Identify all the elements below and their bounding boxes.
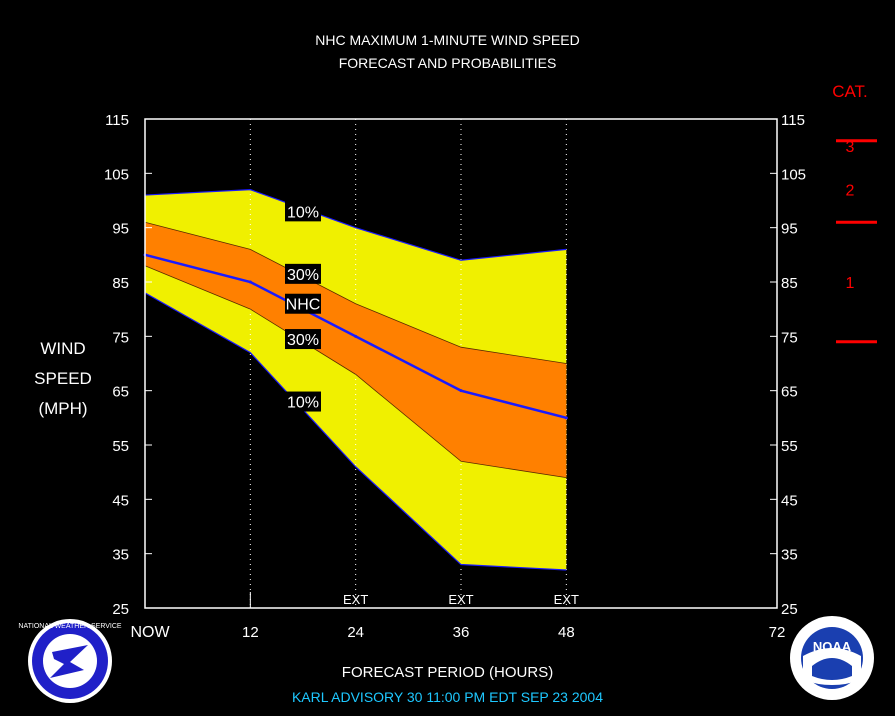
category-title: CAT. <box>832 82 868 101</box>
band-label: 10% <box>287 395 319 412</box>
y-tick-label-left: 115 <box>105 112 129 129</box>
y-axis-label-line-3: (MPH) <box>38 399 88 418</box>
nhc-forecast-point <box>459 389 463 393</box>
band-label: 30% <box>287 267 319 284</box>
y-tick-label-left: 75 <box>112 329 129 346</box>
inner-upper-edge <box>144 221 567 364</box>
y-tick-label-left: 85 <box>112 275 129 292</box>
band-label: 30% <box>287 332 319 349</box>
x-tick-label: 24 <box>347 624 364 641</box>
y-tick-label-right: 75 <box>781 329 798 346</box>
y-tick-label-right: 55 <box>781 438 798 455</box>
band-label: 10% <box>287 204 319 221</box>
x-tick-label: 36 <box>453 624 470 641</box>
category-label: 2 <box>846 183 855 200</box>
nhc-forecast-point <box>564 416 568 420</box>
nhc-forecast-point <box>248 280 252 284</box>
plot-frame <box>144 118 778 609</box>
y-tick-label-right: 115 <box>781 112 805 129</box>
band-label-box <box>285 293 321 314</box>
category-label: 3 <box>846 139 855 156</box>
x-tick-label: NOW <box>130 624 170 641</box>
y-axis-label-line-1: WIND <box>40 339 86 358</box>
inner-lower-edge <box>144 265 567 478</box>
band-label: NHC <box>286 297 321 314</box>
extended-forecast-label: EXT <box>448 592 473 607</box>
band-label-box <box>285 329 321 350</box>
y-tick-label-right: 25 <box>781 601 798 618</box>
band-label-box <box>285 391 321 412</box>
band-label-box <box>285 263 321 284</box>
band-label-box <box>285 201 321 222</box>
y-tick-label-left: 55 <box>112 438 129 455</box>
y-tick-label-left: 25 <box>112 601 129 618</box>
y-tick-label-left: 45 <box>112 492 129 509</box>
y-tick-label-right: 95 <box>781 221 798 238</box>
chart-title-line-1: NHC MAXIMUM 1-MINUTE WIND SPEED <box>315 32 580 48</box>
extended-forecast-label: EXT <box>343 592 368 607</box>
y-tick-label-left: 35 <box>112 547 129 564</box>
chart-title-line-2: FORECAST AND PROBABILITIES <box>338 55 557 71</box>
y-tick-label-right: 45 <box>781 492 798 509</box>
nws-logo-lettering: NATIONAL WEATHER SERVICE <box>18 623 122 630</box>
y-tick-label-left: 105 <box>104 166 129 183</box>
y-tick-label-right: 65 <box>781 384 798 401</box>
x-tick-label: 72 <box>769 624 786 641</box>
nws-logo: NATIONAL WEATHER SERVICE <box>18 619 122 703</box>
y-tick-label-right: 105 <box>781 166 806 183</box>
y-tick-label-right: 35 <box>781 547 798 564</box>
outer-lower-edge <box>144 292 567 571</box>
category-label: 1 <box>846 275 855 292</box>
extended-forecast-label: EXT <box>554 592 579 607</box>
y-tick-label-left: 95 <box>112 221 129 238</box>
noaa-logo: NOAA <box>790 616 874 700</box>
nhc-forecast-point <box>354 334 358 338</box>
advisory-text: KARL ADVISORY 30 11:00 PM EDT SEP 23 200… <box>291 689 604 705</box>
x-tick-label: 12 <box>242 624 259 641</box>
y-axis-label-line-2: SPEED <box>34 369 92 388</box>
noaa-logo-lettering: NOAA <box>813 639 852 654</box>
outer-upper-edge <box>144 189 567 261</box>
y-tick-label-right: 85 <box>781 275 798 292</box>
x-axis-label: FORECAST PERIOD (HOURS) <box>341 664 554 681</box>
y-tick-label-left: 65 <box>112 384 129 401</box>
inner-probability-band <box>145 222 567 478</box>
x-tick-label: 48 <box>558 624 575 641</box>
